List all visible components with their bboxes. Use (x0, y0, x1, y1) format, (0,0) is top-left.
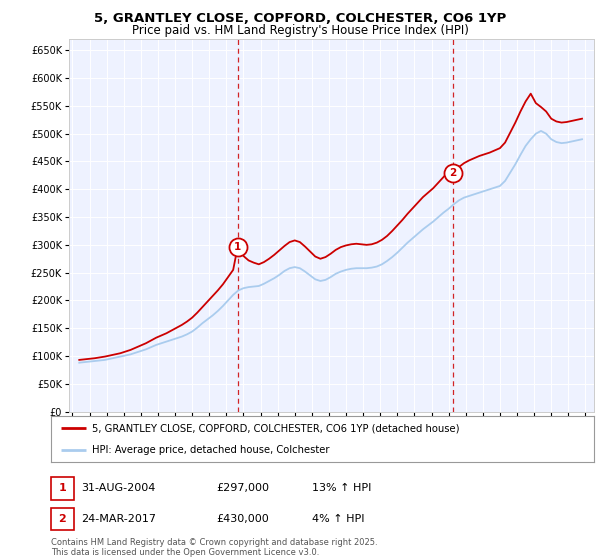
Text: £430,000: £430,000 (216, 514, 269, 524)
Text: 2: 2 (449, 167, 456, 178)
Text: HPI: Average price, detached house, Colchester: HPI: Average price, detached house, Colc… (92, 445, 329, 455)
Text: 2: 2 (59, 514, 66, 524)
Text: 24-MAR-2017: 24-MAR-2017 (81, 514, 156, 524)
Text: 5, GRANTLEY CLOSE, COPFORD, COLCHESTER, CO6 1YP: 5, GRANTLEY CLOSE, COPFORD, COLCHESTER, … (94, 12, 506, 25)
Text: Price paid vs. HM Land Registry's House Price Index (HPI): Price paid vs. HM Land Registry's House … (131, 24, 469, 36)
Text: 5, GRANTLEY CLOSE, COPFORD, COLCHESTER, CO6 1YP (detached house): 5, GRANTLEY CLOSE, COPFORD, COLCHESTER, … (92, 423, 459, 433)
Text: 13% ↑ HPI: 13% ↑ HPI (312, 483, 371, 493)
Text: Contains HM Land Registry data © Crown copyright and database right 2025.
This d: Contains HM Land Registry data © Crown c… (51, 538, 377, 557)
Text: 31-AUG-2004: 31-AUG-2004 (81, 483, 155, 493)
Text: £297,000: £297,000 (216, 483, 269, 493)
Text: 4% ↑ HPI: 4% ↑ HPI (312, 514, 365, 524)
Text: 1: 1 (234, 241, 241, 251)
Text: 1: 1 (59, 483, 66, 493)
